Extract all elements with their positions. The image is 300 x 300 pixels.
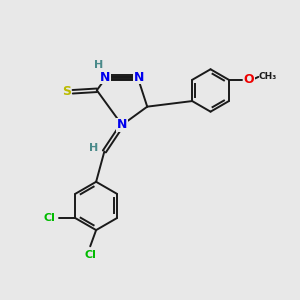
Text: H: H [94,60,103,70]
Text: H: H [88,143,98,153]
Text: Cl: Cl [44,213,56,223]
Text: N: N [100,70,110,83]
Text: CH₃: CH₃ [259,72,277,81]
Text: N: N [117,118,127,131]
Text: N: N [134,70,144,83]
Text: Cl: Cl [84,250,96,260]
Text: S: S [62,85,71,98]
Text: O: O [243,74,254,86]
